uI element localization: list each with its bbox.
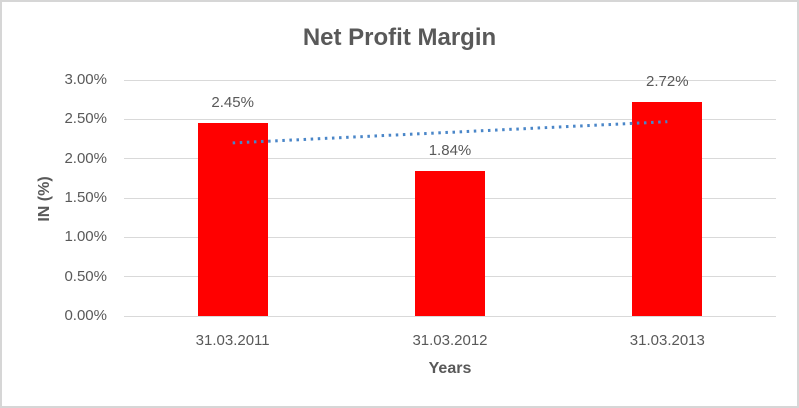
bar-31.03.2011[interactable] bbox=[197, 123, 268, 316]
bar-data-label: 2.72% bbox=[646, 73, 689, 91]
y-axis-tick-label: 1.00% bbox=[64, 228, 107, 246]
x-axis-tick-label: 31.03.2013 bbox=[629, 332, 705, 349]
gridline bbox=[124, 315, 776, 317]
y-axis-tick-label: 1.50% bbox=[64, 189, 107, 206]
x-axis-tick-label: 31.03.2012 bbox=[412, 332, 488, 349]
chart-title: Net Profit Margin bbox=[302, 24, 497, 51]
x-axis-title: Years bbox=[428, 360, 472, 377]
trendline[interactable] bbox=[232, 120, 668, 145]
y-axis-tick-label: 0.00% bbox=[64, 307, 107, 324]
x-axis-tick-label: 31.03.2011 bbox=[195, 332, 270, 349]
bar-31.03.2012[interactable] bbox=[415, 171, 485, 316]
gridline bbox=[124, 118, 776, 120]
bar-data-label: 2.45% bbox=[211, 94, 254, 112]
y-axis-tick-label: 3.00% bbox=[64, 71, 107, 88]
gridline bbox=[124, 79, 776, 81]
bar-31.03.2013[interactable] bbox=[632, 102, 703, 316]
y-axis-tick-label: 2.00% bbox=[64, 149, 107, 167]
y-axis-tick-label: 2.50% bbox=[64, 110, 107, 128]
y-axis-tick-label: 0.50% bbox=[64, 267, 107, 285]
bar-data-label: 1.84% bbox=[428, 142, 472, 160]
gridline bbox=[124, 158, 776, 160]
